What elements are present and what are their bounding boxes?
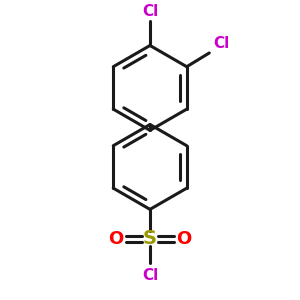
Text: O: O xyxy=(177,230,192,247)
Text: Cl: Cl xyxy=(142,4,158,19)
Text: S: S xyxy=(143,229,157,248)
Text: Cl: Cl xyxy=(142,268,158,283)
Text: O: O xyxy=(108,230,123,247)
Text: Cl: Cl xyxy=(214,36,230,51)
